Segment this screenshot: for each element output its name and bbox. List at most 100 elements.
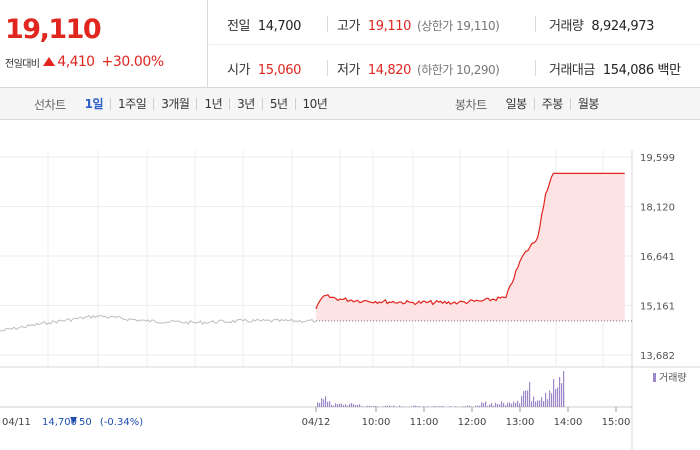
volume-bar (513, 401, 515, 407)
volume-legend: 거래량 (659, 372, 687, 384)
x-axis-labels: 04/12 10:00 11:00 12:00 13:00 14:00 15:00 (302, 407, 631, 428)
chart-lines (0, 172, 625, 332)
volume-bar (427, 406, 429, 407)
volume-bar (423, 406, 425, 407)
volume-bar (419, 406, 421, 407)
x-tick-label: 15:00 (602, 417, 631, 428)
volume-bar (389, 405, 391, 407)
volume-bar (335, 403, 337, 407)
volume-bar (441, 406, 443, 407)
volume-bar (387, 405, 389, 407)
prev-price: 14,700 (42, 417, 77, 428)
volume-bar (479, 405, 481, 407)
stat-open: 시가 15,060 (227, 59, 301, 78)
tab-daily[interactable]: 일봉 (505, 97, 528, 111)
volume-bar (355, 404, 357, 407)
volume-bar (443, 406, 445, 407)
volume-bar (535, 401, 537, 407)
prev-day-price-line (0, 314, 317, 332)
volume-bar (467, 405, 469, 407)
volume-bar (385, 405, 387, 407)
stat-label: 저가 (337, 63, 360, 78)
volume-bar (375, 406, 377, 407)
volume-bar (531, 401, 533, 407)
volume-bar (541, 397, 543, 407)
stat-value: 14,820 (367, 63, 412, 78)
volume-bar (317, 402, 319, 407)
volume-bar (353, 404, 355, 407)
x-tick-label: 12:00 (458, 417, 487, 428)
tab-3year[interactable]: 3년 (229, 98, 262, 110)
down-triangle-icon (70, 417, 77, 424)
volume-bar (533, 396, 535, 407)
volume-bar (435, 406, 437, 407)
today-price-line (315, 172, 625, 310)
stat-value: 8,924,973 (591, 19, 654, 34)
volume-bar (347, 405, 349, 407)
volume-bar (383, 406, 385, 407)
line-chart-label: 선차트 (34, 97, 66, 112)
chart-tab-bar: 선차트 1일 1주일 3개월 1년 3년 5년 10년 봉차트 일봉 주봉 월봉 (0, 88, 700, 120)
stat-value: 19,110 (367, 19, 412, 34)
tab-10year[interactable]: 10년 (294, 98, 335, 110)
period-tabs: 선차트 1일 1주일 3개월 1년 3년 5년 10년 (34, 88, 334, 120)
volume-bar (525, 390, 527, 407)
stat-value: 154,086 백만 (602, 63, 681, 78)
volume-bar (365, 406, 367, 407)
volume-bar (511, 403, 513, 407)
volume-bar (517, 400, 519, 407)
volume-bar (553, 379, 555, 407)
change-percent: +30.00% (101, 54, 165, 70)
stat-prev-close: 전일 14,700 (227, 15, 301, 34)
volume-bar (357, 404, 359, 407)
volume-bar (547, 399, 549, 407)
x-tick-label: 10:00 (362, 417, 391, 428)
tab-1day[interactable]: 1일 (84, 97, 104, 111)
prev-change: 50 (79, 417, 92, 428)
volume-bar (337, 404, 339, 407)
volume-bar (345, 404, 347, 407)
stat-value: 14,700 (257, 19, 302, 34)
volume-bar (455, 406, 457, 407)
x-tick-label: 11:00 (410, 417, 439, 428)
tab-1week[interactable]: 1주일 (110, 98, 153, 110)
volume-bar (477, 405, 479, 407)
volume-bar (449, 406, 451, 407)
volume-bar (509, 402, 511, 407)
volume-bar (507, 402, 509, 407)
volume-bar (331, 405, 333, 407)
tab-monthly[interactable]: 월봉 (569, 98, 606, 110)
volume-bar (505, 405, 507, 407)
volume-bar (409, 406, 411, 407)
divider (209, 44, 700, 45)
divider (327, 60, 328, 76)
volume-bar (497, 404, 499, 407)
prev-day-info: 04/11 14,700 (2, 417, 77, 428)
tab-3month[interactable]: 3개월 (153, 98, 196, 110)
volume-bar (395, 406, 397, 407)
current-price: 19,110 (5, 14, 102, 45)
volume-bar (393, 405, 395, 407)
volume-bar (519, 403, 521, 407)
tab-weekly[interactable]: 주봉 (533, 98, 570, 110)
volume-bar (351, 403, 353, 407)
volume-bar (495, 402, 497, 407)
volume-bar (415, 405, 417, 407)
y-tick-label: 15,161 (640, 302, 675, 313)
stat-label: 거래대금 (549, 63, 595, 78)
stat-amount: 거래대금 154,086 백만 (549, 59, 681, 78)
volume-bar (481, 402, 483, 407)
tab-5year[interactable]: 5년 (261, 98, 295, 110)
volume-bar (537, 400, 539, 407)
x-tick-label: 04/12 (302, 417, 331, 428)
volume-bar (545, 392, 547, 407)
volume-bar (549, 390, 551, 407)
y-axis-labels: 19,599 18,120 16,641 15,161 13,682 (640, 153, 675, 362)
stat-label: 전일 (227, 19, 250, 34)
volume-bar (341, 403, 343, 407)
volume-bar (475, 405, 477, 407)
volume-bar (555, 389, 557, 407)
divider (327, 16, 328, 32)
stat-low: 저가 14,820 (하한가 10,290) (337, 59, 500, 78)
tab-1year[interactable]: 1년 (196, 98, 229, 110)
